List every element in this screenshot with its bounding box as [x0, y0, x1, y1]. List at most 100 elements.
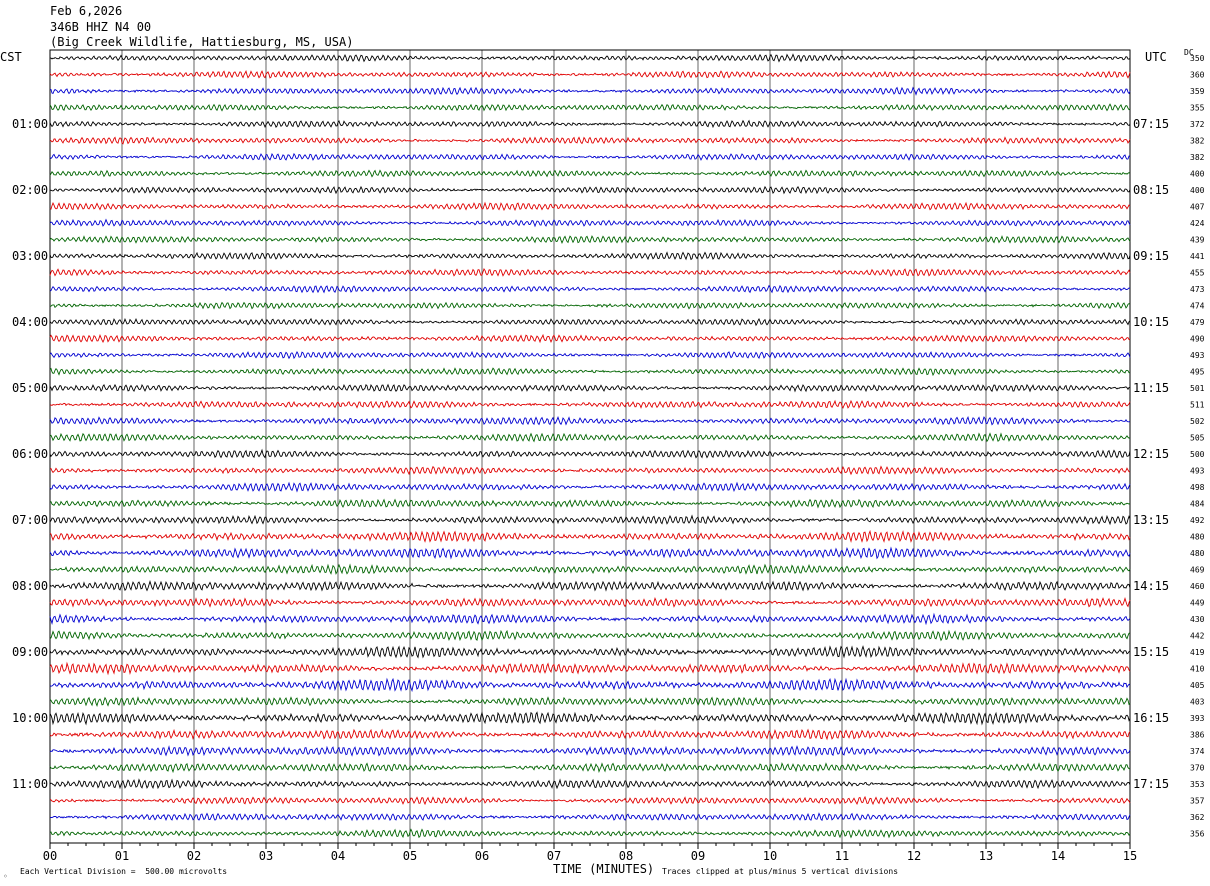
x-tick-label: 09 — [691, 849, 705, 863]
seismic-trace — [49, 514, 1131, 526]
seismic-trace — [49, 169, 1131, 178]
dc-offset-label: 473 — [1190, 285, 1205, 294]
seismic-trace — [49, 465, 1131, 476]
x-tick-label: 04 — [331, 849, 345, 863]
seismic-trace — [49, 661, 1131, 676]
seismic-trace — [49, 481, 1131, 493]
seismic-trace — [49, 546, 1131, 560]
dc-offset-label: 424 — [1190, 219, 1205, 228]
seismic-trace — [49, 762, 1131, 774]
cst-hour-label: 06:00 — [12, 447, 48, 461]
seismic-trace — [49, 645, 1131, 659]
cst-hour-label: 01:00 — [12, 117, 48, 131]
station-location: (Big Creek Wildlife, Hattiesburg, MS, US… — [50, 35, 354, 49]
cst-hour-label: 10:00 — [12, 711, 48, 725]
dc-offset-label: 410 — [1190, 665, 1205, 674]
dc-offset-label: 493 — [1190, 467, 1205, 476]
seismic-trace — [49, 399, 1131, 409]
seismic-trace — [49, 201, 1131, 212]
x-tick-label: 01 — [115, 849, 129, 863]
dc-offset-label: 500 — [1190, 450, 1205, 459]
dc-offset-label: 400 — [1190, 186, 1205, 195]
x-axis-label: TIME (MINUTES) — [553, 862, 655, 876]
dc-offset-label: 502 — [1190, 417, 1205, 426]
dc-offset-label: 439 — [1190, 236, 1205, 245]
dc-offset-label: 353 — [1190, 780, 1205, 789]
seismic-trace — [49, 696, 1131, 707]
seismic-trace — [49, 103, 1131, 112]
utc-hour-label: 13:15 — [1133, 513, 1169, 527]
dc-offset-label: 495 — [1190, 368, 1205, 377]
dc-header-label: DC — [1184, 48, 1194, 57]
x-tick-label: 07 — [547, 849, 561, 863]
dc-offset-label: 469 — [1190, 566, 1205, 575]
right-timezone-label: UTC — [1145, 50, 1167, 64]
dc-offset-label: 505 — [1190, 434, 1205, 443]
cst-hour-label: 07:00 — [12, 513, 48, 527]
dc-offset-label: 501 — [1190, 384, 1205, 393]
seismic-trace — [49, 563, 1131, 575]
x-tick-label: 13 — [979, 849, 993, 863]
cst-hour-label: 02:00 — [12, 183, 48, 197]
seismic-trace — [49, 596, 1131, 608]
x-tick-label: 10 — [763, 849, 777, 863]
dc-offset-label: 498 — [1190, 483, 1205, 492]
utc-hour-label: 14:15 — [1133, 579, 1169, 593]
cst-hour-label: 09:00 — [12, 645, 48, 659]
dc-offset-label: 393 — [1190, 714, 1205, 723]
x-tick-label: 00 — [43, 849, 57, 863]
seismic-trace — [49, 136, 1131, 145]
seismic-trace — [49, 498, 1131, 509]
x-tick-label: 02 — [187, 849, 201, 863]
seismic-trace — [50, 812, 1131, 822]
seismic-trace — [49, 350, 1131, 360]
seismic-trace — [49, 235, 1131, 244]
utc-hour-label: 07:15 — [1133, 117, 1169, 131]
dc-offset-label: 442 — [1190, 632, 1205, 641]
seismic-trace — [49, 284, 1131, 294]
utc-hour-label: 11:15 — [1133, 381, 1169, 395]
x-tick-label: 08 — [619, 849, 633, 863]
x-tick-label: 14 — [1051, 849, 1065, 863]
dc-offset-label: 382 — [1190, 153, 1205, 162]
dc-offset-label: 386 — [1190, 731, 1205, 740]
plot-date: Feb 6,2026 — [50, 4, 123, 18]
dc-offset-label: 480 — [1190, 533, 1205, 542]
dc-offset-label: 511 — [1190, 401, 1205, 410]
utc-hour-label: 16:15 — [1133, 711, 1169, 725]
utc-hour-label: 10:15 — [1133, 315, 1169, 329]
dc-offset-label: 362 — [1190, 813, 1205, 822]
dc-offset-label: 405 — [1190, 681, 1205, 690]
seismic-trace — [49, 778, 1131, 790]
x-tick-label: 11 — [835, 849, 849, 863]
plot-frame — [49, 49, 1131, 844]
utc-hour-label: 15:15 — [1133, 645, 1169, 659]
seismic-trace — [49, 432, 1131, 443]
dc-offset-label: 357 — [1190, 797, 1205, 806]
dc-offset-label: 372 — [1190, 120, 1205, 129]
seismic-trace — [49, 711, 1131, 726]
left-timezone-label: CST — [0, 50, 22, 64]
seismic-trace — [49, 268, 1131, 277]
utc-hour-label: 08:15 — [1133, 183, 1169, 197]
x-tick-label: 15 — [1123, 849, 1137, 863]
x-tick-label: 05 — [403, 849, 417, 863]
cst-hour-label: 08:00 — [12, 579, 48, 593]
seismic-trace — [49, 185, 1131, 195]
seismic-trace — [49, 69, 1131, 79]
dc-offset-label: 350 — [1190, 54, 1205, 63]
seismic-trace — [49, 415, 1131, 426]
seismic-trace — [49, 367, 1131, 377]
scale-footnote: Each Vertical Division = 500.00 microvol… — [20, 867, 228, 876]
dc-offset-label: 455 — [1190, 269, 1205, 278]
cst-hour-label: 05:00 — [12, 381, 48, 395]
dc-offset-label: 493 — [1190, 351, 1205, 360]
cst-hour-label: 03:00 — [12, 249, 48, 263]
seismic-trace — [49, 529, 1131, 543]
utc-hour-label: 17:15 — [1133, 777, 1169, 791]
seismic-trace — [49, 119, 1131, 129]
x-tick-label: 03 — [259, 849, 273, 863]
dc-offset-label: 360 — [1190, 71, 1205, 80]
seismic-trace — [49, 448, 1131, 459]
